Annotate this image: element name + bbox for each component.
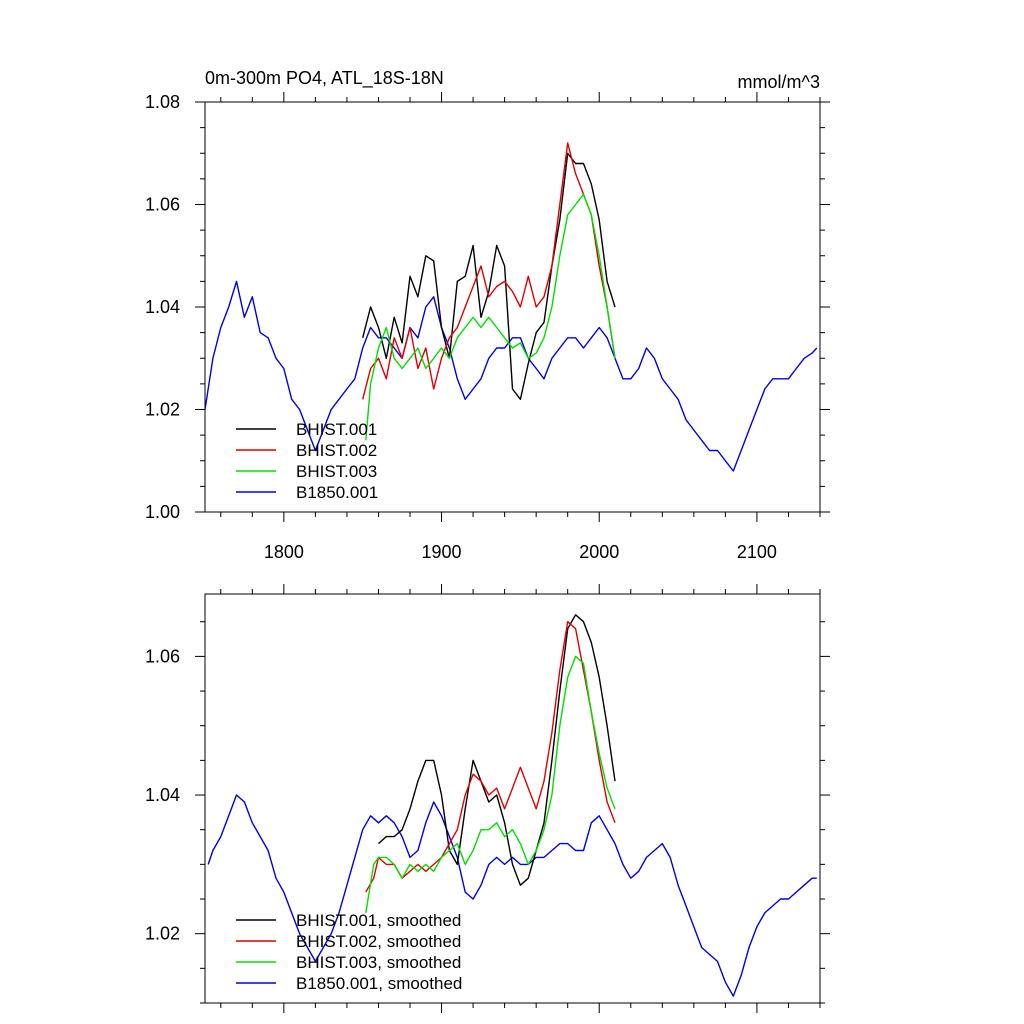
x-tick-label: 1800 bbox=[264, 542, 304, 562]
y-tick-label: 1.02 bbox=[145, 924, 180, 944]
y-tick-label: 1.02 bbox=[145, 400, 180, 420]
chart-title: 0m-300m PO4, ATL_18S-18N bbox=[205, 68, 444, 89]
series-line-bhist-002 bbox=[362, 142, 616, 400]
y-tick-label: 1.04 bbox=[145, 297, 180, 317]
x-tick-label: 1900 bbox=[422, 542, 462, 562]
legend-label: B1850.001 bbox=[296, 483, 378, 502]
series-line-b1850-001-smoothed bbox=[207, 794, 817, 997]
y-tick-label: 1.06 bbox=[145, 646, 180, 666]
plot-frame bbox=[204, 593, 821, 1004]
legend-label: BHIST.002 bbox=[296, 441, 377, 460]
series-line-b1850-001 bbox=[205, 280, 818, 472]
legend-label: BHIST.001 bbox=[296, 420, 377, 439]
x-tick-label: 2100 bbox=[737, 542, 777, 562]
series-line-bhist-003 bbox=[365, 193, 616, 441]
legend-label: BHIST.002, smoothed bbox=[296, 932, 461, 951]
series-line-bhist-003-smoothed bbox=[365, 655, 616, 914]
series-line-bhist-001 bbox=[362, 152, 616, 400]
top-panel-raw: 1.00 1.02 1.04 1.06 1.08 1800 1900 2000 2100 0m-3… bbox=[145, 68, 830, 562]
legend-label: BHIST.001, smoothed bbox=[296, 911, 461, 930]
series-line-bhist-001-smoothed bbox=[378, 614, 616, 886]
legend-label: BHIST.003, smoothed bbox=[296, 953, 461, 972]
y-tick-label: 1.04 bbox=[145, 785, 180, 805]
units-label: mmol/m^3 bbox=[738, 72, 820, 92]
legend-label: BHIST.003 bbox=[296, 462, 377, 481]
y-tick-label: 1.00 bbox=[145, 502, 180, 522]
series-line-bhist-002-smoothed bbox=[365, 621, 616, 893]
bottom-panel-smoothed: 1.02 1.04 1.06 BHIST.001, smoothed BHIST.002… bbox=[145, 584, 830, 1013]
y-tick-label: 1.06 bbox=[145, 195, 180, 215]
legend-label: B1850.001, smoothed bbox=[296, 974, 462, 993]
y-tick-label: 1.08 bbox=[145, 92, 180, 112]
x-tick-label: 2000 bbox=[579, 542, 619, 562]
